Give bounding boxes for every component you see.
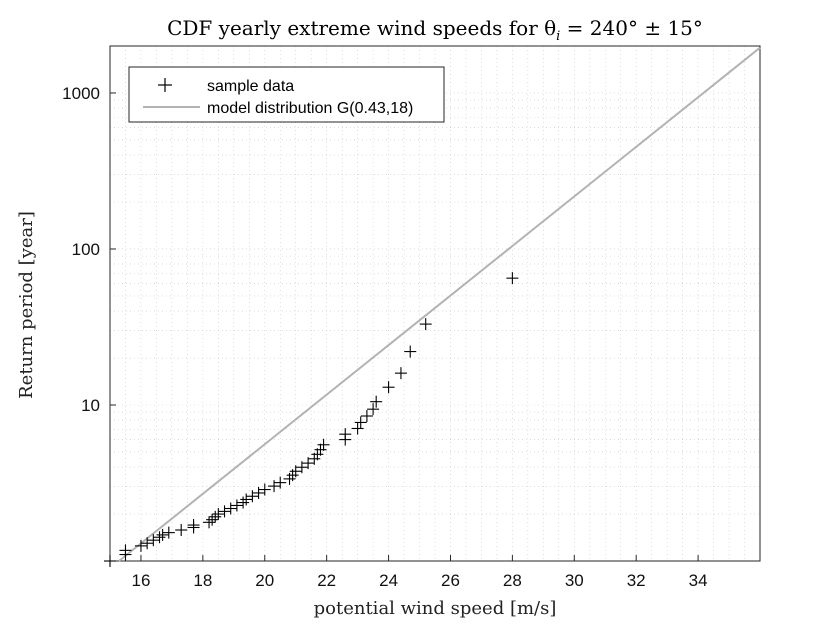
y-tick-label: 10 [81,396,100,415]
sample-point [339,428,352,441]
sample-point [203,516,216,529]
x-tick-label: 20 [255,571,274,590]
sample-point [212,508,225,521]
sample-point [218,505,231,518]
x-axis-ticks: 16 18 20 22 24 26 28 30 32 34 [131,555,708,590]
sample-point [162,526,175,539]
sample-point [237,496,250,509]
y-tick-label: 1000 [62,84,100,103]
sample-point [289,465,302,478]
sample-point [370,395,383,408]
sample-point [246,490,259,503]
sample-point [351,422,364,435]
model-line-layer [118,46,761,562]
x-tick-label: 26 [441,571,460,590]
sample-point [104,555,116,567]
sample-point [258,483,271,496]
sample-point [302,457,315,470]
x-tick-label: 16 [131,571,150,590]
sample-point [119,544,132,557]
title-subscript: i [556,29,560,44]
sample-point [209,510,222,523]
sample-point [360,409,373,422]
x-tick-label: 28 [503,571,522,590]
sample-point [252,486,265,499]
x-tick-label: 22 [317,571,336,590]
legend-box [128,66,445,123]
sample-point [268,480,281,493]
sample-point [175,524,188,537]
sample-point [274,476,287,489]
sample-point [419,318,432,331]
sample-point [153,531,166,544]
sample-point [230,499,243,512]
sample-point [314,443,327,456]
y-tick-label: 100 [72,240,100,259]
x-tick-label: 34 [689,571,708,590]
sample-point [404,345,417,358]
chart-title: CDF yearly extreme wind speeds for θi = … [167,16,703,44]
legend-sample-marker [158,78,172,92]
y-axis-ticks: 10 100 1000 [62,84,116,415]
sample-point [317,438,330,451]
sample-point [354,416,367,429]
sample-point [156,528,169,541]
sample-point [141,537,154,550]
model-line [118,46,761,562]
sample-point [206,513,219,526]
x-tick-label: 24 [379,571,398,590]
axes-frame [109,45,761,562]
sample-point [147,534,160,547]
x-tick-label: 32 [627,571,646,590]
sample-point [367,403,380,416]
title-suffix: = 240° ± 15° [560,16,703,40]
y-axis-label: Return period [year] [16,211,37,399]
x-axis-label: potential wind speed [m/s] [314,598,557,619]
x-tick-label: 18 [193,571,212,590]
sample-point [506,272,519,285]
x-tick-label: 30 [565,571,584,590]
sample-point [224,502,237,515]
title-main: CDF yearly extreme wind speeds for θ [167,16,556,40]
sample-markers [104,272,519,567]
sample-point [382,381,395,394]
sample-point [394,367,407,380]
sample-point [134,539,147,552]
legend-entry-sample: sample data [207,78,294,95]
sample-point [295,461,308,474]
legend: sample data model distribution G(0.43,18… [128,66,445,123]
grid [109,45,761,561]
sample-point [187,519,200,532]
sample-point [311,448,324,461]
sample-point [240,493,253,506]
legend-entry-model: model distribution G(0.43,18) [207,100,413,117]
